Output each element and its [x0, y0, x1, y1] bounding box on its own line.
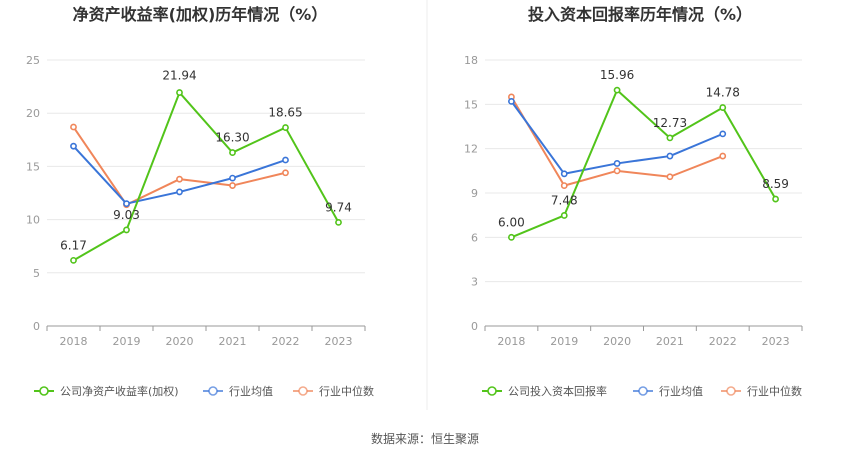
- y-tick-label: 20: [26, 107, 40, 120]
- data-point: [560, 170, 568, 178]
- series-line-company: [73, 91, 340, 262]
- legend-item: 行业均值: [203, 385, 273, 398]
- data-label: 8.59: [762, 177, 789, 191]
- chart-1: 净资产收益率(加权)历年情况（%） 0 5 10 15 20 25 2018 2019 2020 2…: [26, 5, 374, 398]
- series-line-company: [511, 89, 777, 239]
- data-label: 6.17: [60, 238, 87, 252]
- data-label: 7.48: [551, 193, 578, 207]
- data-label: 12.73: [653, 116, 687, 130]
- legend-label: 行业中位数: [747, 384, 802, 398]
- data-point: [613, 167, 621, 175]
- data-point: [123, 200, 130, 208]
- legend-label: 行业中位数: [319, 384, 374, 398]
- y-tick-label: 12: [464, 143, 478, 156]
- legend-marker: [638, 386, 648, 396]
- data-point: [282, 124, 289, 131]
- chart-title: 投入资本回报率历年情况（%）: [528, 5, 752, 24]
- data-point: [666, 134, 674, 142]
- data-label: 21.94: [162, 69, 196, 83]
- data-point: [282, 169, 289, 177]
- legend-label: 公司净资产收益率(加权): [60, 384, 179, 398]
- data-label: 18.65: [268, 106, 302, 120]
- data-point: [123, 226, 130, 234]
- x-tick-label: 2018: [60, 335, 88, 348]
- x-tick-label: 2021: [219, 335, 247, 348]
- x-tick-label: 2022: [272, 335, 300, 348]
- legend-item: 公司净资产收益率(加权): [34, 384, 179, 398]
- y-tick-label: 25: [26, 54, 40, 67]
- data-label: 9.74: [325, 200, 352, 214]
- y-tick-label: 15: [26, 160, 40, 173]
- data-point: [719, 130, 727, 138]
- data-point: [229, 174, 236, 182]
- x-tick-label: 2019: [550, 335, 578, 348]
- data-point: [560, 182, 568, 190]
- data-point: [666, 152, 674, 160]
- x-tick-label: 2020: [166, 335, 194, 348]
- data-point: [229, 149, 236, 156]
- data-point: [772, 195, 779, 203]
- data-point: [335, 218, 342, 226]
- chart-title: 净资产收益率(加权)历年情况（%）: [73, 5, 328, 24]
- legend-item: 公司投入资本回报率: [482, 384, 607, 398]
- x-tick-label: 2021: [656, 335, 684, 348]
- legend-marker: [298, 386, 308, 396]
- x-tick-label: 2020: [603, 335, 631, 348]
- y-tick-label: 10: [26, 214, 40, 227]
- x-tick-label: 2023: [325, 335, 353, 348]
- data-point: [508, 97, 515, 105]
- legend-marker: [39, 386, 49, 396]
- source-note: 数据来源：恒生聚源: [371, 431, 479, 446]
- y-tick-label: 15: [464, 98, 478, 111]
- data-point: [70, 142, 77, 150]
- data-label: 15.96: [600, 68, 634, 82]
- data-point: [282, 156, 289, 164]
- data-point: [176, 188, 183, 196]
- data-point: [176, 175, 183, 183]
- data-point: [719, 152, 727, 160]
- legend-marker: [208, 386, 218, 396]
- y-tick-label: 3: [471, 276, 478, 289]
- data-label: 14.78: [706, 86, 740, 100]
- data-point: [719, 104, 727, 111]
- data-point: [70, 123, 77, 131]
- legend-item: 行业中位数: [721, 384, 802, 398]
- data-point: [613, 86, 621, 94]
- chart-2: 投入资本回报率历年情况（%） 0 3 6 9 12 15 18 2018 2019 2020 2021…: [464, 5, 803, 398]
- data-label: 9.03: [113, 208, 140, 222]
- data-label: 16.30: [215, 131, 249, 145]
- legend-label: 公司投入资本回报率: [508, 384, 607, 398]
- y-tick-label: 5: [33, 267, 40, 280]
- legend-label: 行业均值: [229, 385, 273, 398]
- data-point: [560, 212, 568, 219]
- y-tick-label: 0: [471, 320, 478, 333]
- data-point: [176, 89, 183, 96]
- y-tick-label: 0: [33, 320, 40, 333]
- y-tick-label: 9: [471, 187, 478, 200]
- data-point: [229, 182, 236, 189]
- legend-item: 行业均值: [633, 385, 703, 398]
- data-point: [666, 173, 674, 181]
- x-tick-label: 2019: [113, 335, 141, 348]
- x-tick-label: 2023: [762, 335, 790, 348]
- legend-marker: [726, 386, 736, 396]
- legend-item: 行业中位数: [293, 384, 374, 398]
- data-point: [613, 160, 621, 167]
- x-tick-label: 2022: [709, 335, 737, 348]
- legend-marker: [487, 386, 497, 396]
- data-label: 6.00: [498, 215, 525, 229]
- y-tick-label: 6: [471, 231, 478, 244]
- y-tick-label: 18: [464, 54, 478, 67]
- data-point: [70, 256, 77, 264]
- legend-label: 行业均值: [659, 385, 703, 398]
- x-tick-label: 2018: [497, 335, 525, 348]
- data-point: [508, 233, 515, 241]
